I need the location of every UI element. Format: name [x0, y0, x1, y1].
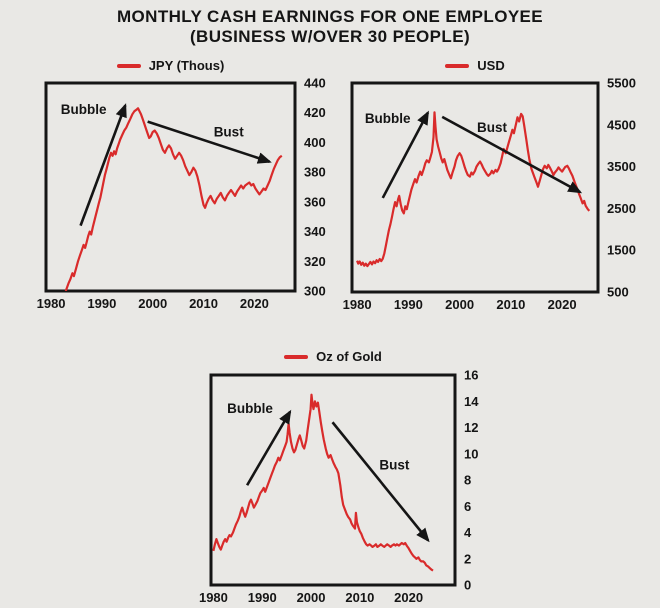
- annotation-label-bust: Bust: [477, 120, 508, 135]
- x-tick-label: 2000: [445, 297, 474, 312]
- y-tick-label: 320: [304, 254, 326, 269]
- series-line: [64, 107, 283, 291]
- x-tick-label: 1980: [37, 296, 66, 311]
- annotation-label-bubble: Bubble: [227, 401, 273, 416]
- x-tick-label: 2020: [548, 297, 577, 312]
- x-tick-label: 1990: [248, 590, 277, 605]
- x-tick-label: 1990: [394, 297, 423, 312]
- y-tick-label: 2500: [607, 201, 636, 216]
- x-tick-label: 2010: [496, 297, 525, 312]
- y-tick-label: 380: [304, 165, 326, 180]
- legend-line-icon: [445, 64, 470, 68]
- figure-title-line1: MONTHLY CASH EARNINGS FOR ONE EMPLOYEE: [116, 7, 544, 26]
- x-tick-label: 2020: [394, 590, 423, 605]
- y-tick-label: 1500: [607, 243, 636, 258]
- y-tick-label: 8: [464, 473, 471, 488]
- annotation-arrow-bubble: [245, 409, 292, 486]
- annotation-arrow-bust: [331, 421, 430, 543]
- y-tick-label: 4: [464, 525, 472, 540]
- y-tick-label: 440: [304, 76, 326, 91]
- y-tick-label: 3500: [607, 159, 636, 174]
- plot-svg-2: 0 2 4 6 8 10 12 14 16 1980 1990 2000 2010 2020 Bubble B…: [199, 368, 479, 606]
- annotation-arrow-bubble: [79, 103, 127, 227]
- y-tick-label: 10: [464, 446, 478, 461]
- y-tick-label: 340: [304, 224, 326, 239]
- y-tick-label: 2: [464, 551, 471, 566]
- y-tick-label: 420: [304, 105, 326, 120]
- legend-usd: USD: [352, 58, 598, 74]
- plot-frame: [44, 81, 297, 293]
- chart-oz-gold: Oz of Gold 0 2 4 6 8 10 12 14 16 1980 1990 2000 2010…: [190, 345, 490, 608]
- y-tick-label: 300: [304, 284, 326, 299]
- annotation-label-bust: Bust: [379, 458, 410, 473]
- y-tick-label: 0: [464, 578, 471, 593]
- series-line: [212, 393, 434, 572]
- x-tick-label: 2010: [189, 296, 218, 311]
- y-tick-label: 5500: [607, 76, 636, 91]
- legend-label: USD: [477, 58, 505, 73]
- y-tick-label: 12: [464, 420, 478, 435]
- plot-svg-1: 500 1500 2500 3500 4500 5500 1980 1990 2000 2010 2…: [343, 76, 636, 313]
- legend-line-icon: [116, 64, 141, 68]
- legend-oz-gold: Oz of Gold: [211, 349, 455, 365]
- series-line: [356, 111, 591, 268]
- x-tick-label: 1980: [199, 590, 228, 605]
- annotation-label-bubble: Bubble: [61, 102, 107, 117]
- annotation-arrow-bust: [441, 115, 583, 194]
- legend-line-icon: [284, 355, 309, 359]
- annotation-arrow-bubble: [381, 110, 429, 199]
- annotation-label-bubble: Bubble: [365, 111, 411, 126]
- plot-svg-0: 300 320 340 360 380 400 420 440 1980 1990 2000 2010…: [37, 76, 326, 312]
- x-tick-label: 1980: [343, 297, 372, 312]
- annotation-label-bust: Bust: [214, 124, 245, 139]
- legend-jpy: JPY (Thous): [46, 58, 295, 74]
- y-tick-label: 500: [607, 285, 629, 300]
- x-tick-label: 2000: [297, 590, 326, 605]
- chart-usd: USD 500 1500 2500 3500 4500 5500 1980 1990 2000 2…: [340, 58, 650, 312]
- chart-jpy-thous: JPY (Thous) 300 320 340 360 380 400 420 440 1980…: [20, 58, 330, 312]
- y-tick-label: 400: [304, 135, 326, 150]
- plot-frame: [209, 373, 457, 587]
- figure-title: MONTHLY CASH EARNINGS FOR ONE EMPLOYEE (…: [0, 7, 660, 47]
- y-tick-label: 4500: [607, 117, 636, 132]
- x-tick-label: 2010: [345, 590, 374, 605]
- x-tick-label: 2000: [138, 296, 167, 311]
- legend-label: Oz of Gold: [316, 349, 382, 364]
- y-tick-label: 360: [304, 194, 326, 209]
- legend-label: JPY (Thous): [148, 58, 225, 73]
- figure-title-line2: (BUSINESS W/OVER 30 PEOPLE): [189, 27, 471, 46]
- annotation-arrow-bust: [147, 120, 272, 164]
- y-tick-label: 14: [464, 394, 479, 409]
- y-tick-label: 6: [464, 499, 471, 514]
- x-tick-label: 2020: [240, 296, 269, 311]
- plot-frame: [350, 81, 600, 294]
- x-tick-label: 1990: [87, 296, 116, 311]
- y-tick-label: 16: [464, 368, 478, 383]
